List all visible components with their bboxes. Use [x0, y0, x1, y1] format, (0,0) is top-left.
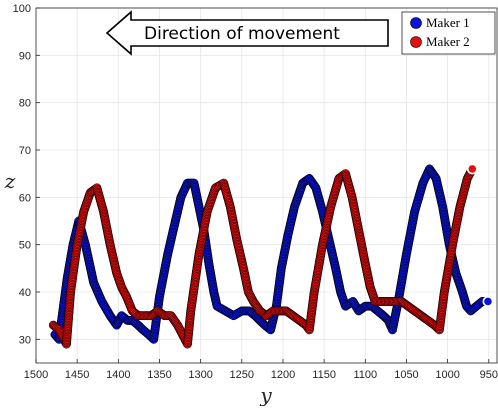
- x-tick-label: 1100: [353, 369, 377, 381]
- y-tick-label: 50: [19, 240, 31, 252]
- y-tick-label: 60: [19, 192, 31, 204]
- tick-layer: 1500 1450 1400 1350 1300 1250 1200 1150 1100 1050…: [13, 3, 498, 381]
- x-tick-label: 1050: [394, 369, 418, 381]
- x-tick-label: 1150: [312, 369, 336, 381]
- x-tick-label: 1250: [230, 369, 254, 381]
- y-tick-label: 100: [13, 3, 31, 15]
- y-axis-title: z: [4, 169, 16, 193]
- series-2: [48, 163, 478, 349]
- x-axis-title: y: [259, 383, 272, 406]
- series-end-marker: [466, 163, 478, 175]
- legend: Maker 1 Maker 2: [401, 11, 496, 55]
- legend-marker-maker-2: [410, 36, 422, 48]
- legend-marker-maker-1: [410, 17, 422, 29]
- y-tick-label: 80: [19, 98, 31, 110]
- y-tick-label: 90: [19, 50, 31, 62]
- legend-label-maker-1: Maker 1: [426, 15, 470, 30]
- y-tick-label: 70: [19, 145, 31, 157]
- x-tick-label: 1400: [106, 369, 130, 381]
- grid-layer: [35, 7, 497, 363]
- x-tick-label: 1450: [65, 369, 89, 381]
- direction-arrow-shape: [105, 10, 389, 56]
- y-tick-label: 40: [19, 287, 31, 299]
- x-tick-label: 1300: [188, 369, 212, 381]
- x-tick-label: 1200: [271, 369, 295, 381]
- direction-annotation: Direction of movement: [105, 10, 389, 56]
- x-tick-label: 950: [480, 369, 498, 381]
- direction-annotation-text: Direction of movement: [144, 24, 340, 44]
- legend-label-maker-2: Maker 2: [426, 34, 470, 49]
- x-tick-label: 1350: [147, 369, 171, 381]
- data-layer: [48, 163, 494, 349]
- y-tick-label: 30: [19, 334, 31, 346]
- x-tick-label: 1000: [435, 369, 459, 381]
- x-tick-label: 1500: [24, 369, 48, 381]
- series-end-marker: [482, 296, 494, 307]
- plot-frame: [35, 7, 498, 364]
